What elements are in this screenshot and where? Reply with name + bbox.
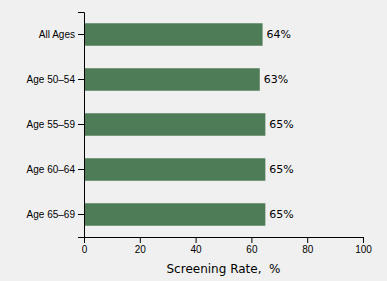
y-tick: All Ages bbox=[39, 29, 84, 40]
x-tick-label: 80 bbox=[302, 244, 314, 255]
x-tick-mark bbox=[140, 237, 141, 243]
y-tick-mark bbox=[78, 34, 84, 35]
bars bbox=[84, 23, 265, 226]
data-labels: 64% 63% 65% 65% 65% bbox=[264, 28, 294, 221]
x-tick: 40 bbox=[191, 237, 203, 255]
data-label: 65% bbox=[269, 208, 293, 221]
bar bbox=[84, 68, 260, 91]
y-tick-label: Age 65–69 bbox=[27, 209, 76, 220]
x-tick-mark bbox=[363, 237, 364, 243]
y-tick-mark bbox=[78, 214, 84, 215]
data-label: 65% bbox=[269, 118, 293, 131]
y-tick-label: All Ages bbox=[39, 29, 75, 40]
x-tick-mark bbox=[307, 237, 308, 243]
y-tick-label: Age 50–54 bbox=[27, 74, 76, 85]
y-tick-mark bbox=[78, 79, 84, 80]
bar bbox=[84, 113, 265, 136]
bar bbox=[84, 23, 263, 46]
x-tick-label: 60 bbox=[246, 244, 258, 255]
y-tick-label: Age 55–59 bbox=[27, 119, 76, 130]
y-tick: Age 50–54 bbox=[27, 74, 84, 85]
y-tick: Age 60–64 bbox=[27, 164, 84, 175]
x-tick-mark bbox=[251, 237, 252, 243]
x-axis-line bbox=[85, 238, 364, 244]
plot: 0 20 40 60 80 100 All Ages Age 50–54 Age 55–59 Ag… bbox=[27, 13, 373, 277]
x-tick-label: 20 bbox=[135, 244, 147, 255]
x-tick-label: 0 bbox=[82, 244, 88, 255]
y-axis: All Ages Age 50–54 Age 55–59 Age 60–64 Age 6… bbox=[27, 13, 85, 238]
x-tick: 100 bbox=[355, 237, 372, 255]
x-tick: 0 bbox=[82, 237, 88, 255]
x-axis-title: Screening Rate, % bbox=[167, 262, 281, 276]
x-tick-mark bbox=[196, 237, 197, 243]
x-axis: 0 20 40 60 80 100 bbox=[82, 237, 373, 255]
y-tick: Age 65–69 bbox=[27, 209, 84, 220]
bar bbox=[84, 158, 265, 181]
y-axis-line bbox=[78, 13, 85, 238]
x-tick: 60 bbox=[246, 237, 258, 255]
data-label: 64% bbox=[267, 28, 291, 41]
y-tick-mark bbox=[78, 124, 84, 125]
x-tick: 80 bbox=[302, 237, 314, 255]
x-tick: 20 bbox=[135, 237, 147, 255]
y-tick: Age 55–59 bbox=[27, 119, 84, 130]
chart: 0 20 40 60 80 100 All Ages Age 50–54 Age 55–59 Ag… bbox=[0, 0, 387, 281]
x-tick-label: 40 bbox=[191, 244, 203, 255]
y-tick-mark bbox=[78, 169, 84, 170]
data-label: 63% bbox=[264, 73, 288, 86]
data-label: 65% bbox=[269, 163, 293, 176]
bar bbox=[84, 203, 265, 226]
x-tick-label: 100 bbox=[355, 244, 372, 255]
y-tick-label: Age 60–64 bbox=[27, 164, 76, 175]
